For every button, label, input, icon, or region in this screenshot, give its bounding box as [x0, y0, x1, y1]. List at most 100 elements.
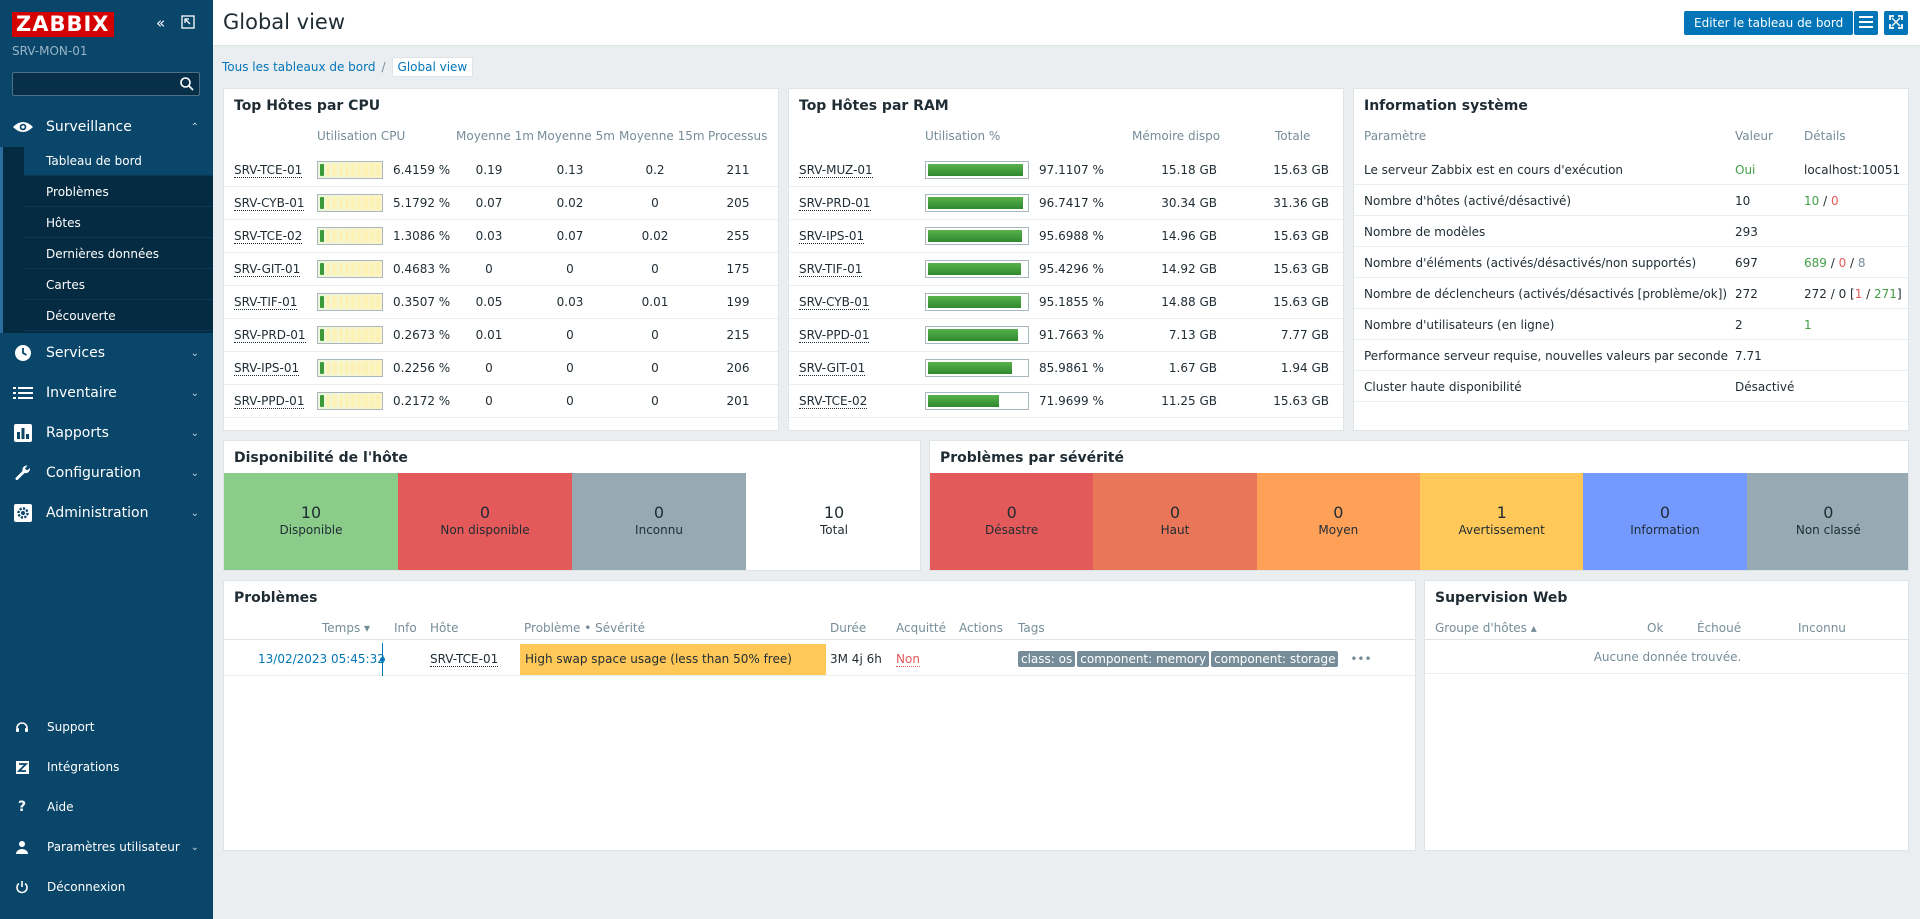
severity-count: 0: [1333, 503, 1344, 522]
host-link[interactable]: SRV-PPD-01: [799, 328, 870, 343]
param-label: Nombre d'éléments (activés/désactivés/no…: [1364, 256, 1697, 270]
load-5m: 0: [566, 328, 574, 342]
sidebar-item-discovery[interactable]: Découverte: [24, 302, 213, 331]
sidebar-item-maps[interactable]: Cartes: [24, 271, 213, 300]
column-header[interactable]: Totale: [1275, 129, 1311, 143]
table-row: SRV-MUZ-01 97.1107 % 15.18 GB 15.63 GB: [789, 154, 1343, 187]
search-icon[interactable]: [179, 76, 195, 92]
cpu-usage-value: 0.2172 %: [393, 394, 451, 408]
column-header[interactable]: Processus: [708, 129, 768, 143]
menu-inventory[interactable]: Inventaire ⌄: [0, 373, 213, 413]
severity-cell[interactable]: 0 Haut: [1093, 473, 1257, 570]
param-details: 689 / 0 / 8: [1804, 256, 1866, 270]
problem-name-link[interactable]: High swap space usage (less than 50% fre…: [525, 652, 792, 666]
severity-cell[interactable]: 0 Désastre: [930, 473, 1094, 570]
kiosk-sidebar-icon[interactable]: [181, 15, 195, 33]
search-input[interactable]: [12, 72, 200, 96]
ram-total: 15.63 GB: [1273, 262, 1329, 276]
ram-total: 1.94 GB: [1280, 361, 1329, 375]
fullscreen-button[interactable]: [1884, 11, 1908, 35]
host-link[interactable]: SRV-TCE-02: [234, 229, 303, 244]
severity-cell[interactable]: 0 Moyen: [1256, 473, 1420, 570]
host-link[interactable]: SRV-GIT-01: [234, 262, 301, 277]
more-tags-icon[interactable]: •••: [1350, 652, 1372, 666]
processes: 206: [726, 361, 750, 375]
menu-administration[interactable]: Administration ⌄: [0, 493, 213, 533]
ram-usage-value: 95.6988 %: [1039, 229, 1104, 243]
power-icon: [14, 879, 30, 895]
host-link[interactable]: SRV-CYB-01: [799, 295, 870, 310]
table-row: SRV-GIT-01 0.4683 % 0 0 0 175: [224, 253, 778, 286]
cpu-usage-value: 5.1792 %: [393, 196, 451, 210]
sidebar-item-problems[interactable]: Problèmes: [24, 178, 213, 207]
severity-cell[interactable]: 0 Non classé: [1746, 473, 1908, 570]
column-header[interactable]: Moyenne 1m: [456, 129, 534, 143]
column-header-tags: Tags: [1018, 621, 1045, 635]
severity-cell[interactable]: 1 Avertissement: [1420, 473, 1584, 570]
column-header-problem[interactable]: Problème • Sévérité: [524, 621, 645, 635]
widget-title: Top Hôtes par CPU: [234, 98, 381, 114]
footer-support[interactable]: Support: [0, 707, 213, 747]
problem-ack-link[interactable]: Non: [896, 652, 920, 667]
cpu-usage-bar: [317, 227, 383, 245]
breadcrumb-all-dashboards[interactable]: Tous les tableaux de bord: [222, 60, 376, 74]
footer-integrations[interactable]: Intégrations: [0, 747, 213, 787]
dashboard-menu-button[interactable]: [1854, 11, 1878, 35]
host-link[interactable]: SRV-MUZ-01: [799, 163, 873, 178]
problem-time-link[interactable]: 13/02/2023 05:45:32: [258, 652, 385, 666]
load-1m: 0.03: [475, 229, 503, 243]
sidebar-item-latest-data[interactable]: Dernières données: [24, 240, 213, 269]
processes: 211: [726, 163, 750, 177]
sidebar: ZABBIX « SRV-MON-01 Surveillance ⌃ Table…: [0, 0, 213, 919]
edit-dashboard-button[interactable]: Editer le tableau de bord: [1684, 11, 1854, 35]
tag[interactable]: component: storage: [1211, 651, 1339, 667]
host-link[interactable]: SRV-IPS-01: [799, 229, 865, 244]
collapse-sidebar-icon[interactable]: «: [156, 14, 166, 32]
column-header-host[interactable]: Hôte: [430, 621, 459, 635]
host-link[interactable]: SRV-CYB-01: [234, 196, 305, 211]
table-row: SRV-GIT-01 85.9861 % 1.67 GB 1.94 GB: [789, 352, 1343, 385]
availability-count: 0: [653, 503, 665, 522]
ram-total: 15.63 GB: [1273, 229, 1329, 243]
menu-surveillance[interactable]: Surveillance ⌃: [0, 107, 213, 147]
column-header-host-group[interactable]: Groupe d'hôtes ▴: [1435, 621, 1537, 635]
column-header[interactable]: Mémoire dispo: [1132, 129, 1221, 143]
menu-reports[interactable]: Rapports ⌄: [0, 413, 213, 453]
menu-configuration[interactable]: Configuration ⌄: [0, 453, 213, 493]
footer-help[interactable]: ? Aide: [0, 787, 213, 827]
host-link[interactable]: SRV-TCE-01: [234, 163, 303, 178]
column-header-time[interactable]: Temps ▾: [322, 621, 371, 635]
tag[interactable]: component: memory: [1077, 651, 1210, 667]
table-row: SRV-PRD-01 96.7417 % 30.34 GB 31.36 GB: [789, 187, 1343, 220]
host-link[interactable]: SRV-TIF-01: [234, 295, 298, 310]
chevron-down-icon: ⌄: [190, 467, 199, 479]
host-link[interactable]: SRV-PRD-01: [234, 328, 306, 343]
footer-logout[interactable]: Déconnexion: [0, 867, 213, 907]
host-link[interactable]: SRV-TCE-02: [799, 394, 868, 409]
column-header[interactable]: Utilisation %: [925, 129, 1001, 143]
problem-host-link[interactable]: SRV-TCE-01: [430, 652, 499, 667]
host-link[interactable]: SRV-PPD-01: [234, 394, 305, 409]
column-header[interactable]: Moyenne 5m: [537, 129, 615, 143]
tag[interactable]: class: os: [1018, 651, 1076, 667]
host-link[interactable]: SRV-GIT-01: [799, 361, 866, 376]
host-link[interactable]: SRV-PRD-01: [799, 196, 871, 211]
column-header[interactable]: Moyenne 15m: [619, 129, 705, 143]
host-link[interactable]: SRV-IPS-01: [234, 361, 300, 376]
zabbix-logo[interactable]: ZABBIX: [12, 12, 114, 37]
severity-cell[interactable]: 0 Information: [1583, 473, 1747, 570]
menu-services[interactable]: Services ⌄: [0, 333, 213, 373]
availability-cell[interactable]: 10 Total: [746, 473, 920, 570]
footer-user-settings[interactable]: Paramètres utilisateur ⌄: [0, 827, 213, 867]
sidebar-item-hosts[interactable]: Hôtes: [24, 209, 213, 238]
host-link[interactable]: SRV-TIF-01: [799, 262, 863, 277]
availability-cell[interactable]: 0 Inconnu: [572, 473, 746, 570]
availability-cell[interactable]: 10 Disponible: [224, 473, 398, 570]
breadcrumb-current[interactable]: Global view: [391, 57, 474, 77]
column-header[interactable]: Utilisation CPU: [317, 129, 406, 143]
table-row: SRV-TCE-01 6.4159 % 0.19 0.13 0.2 211: [224, 154, 778, 187]
sidebar-item-dashboard[interactable]: Tableau de bord: [24, 147, 213, 176]
ram-usage-bar: [925, 392, 1029, 410]
table-row: SRV-PPD-01 91.7663 % 7.13 GB 7.77 GB: [789, 319, 1343, 352]
availability-cell[interactable]: 0 Non disponible: [398, 473, 572, 570]
